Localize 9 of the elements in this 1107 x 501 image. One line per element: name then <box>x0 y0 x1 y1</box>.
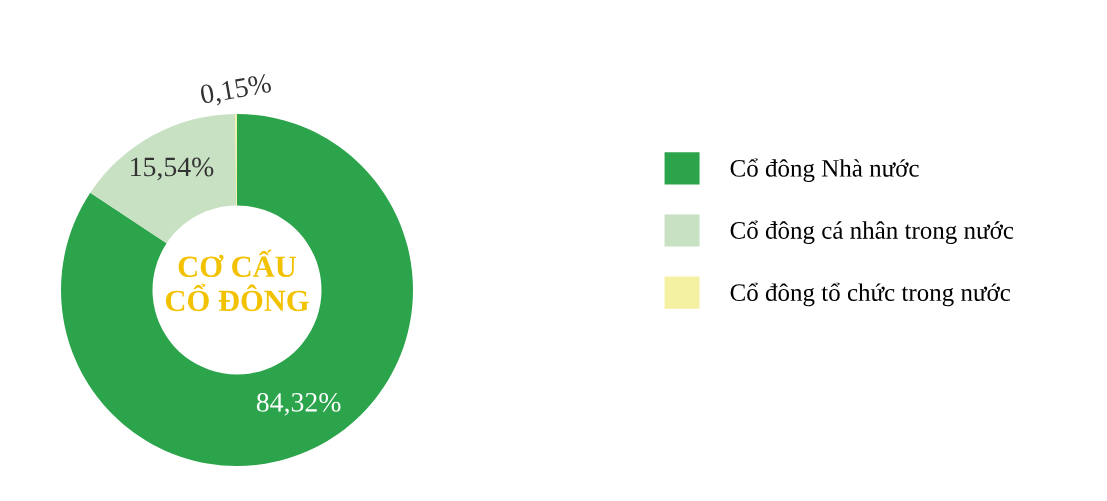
donut-slice <box>61 114 413 466</box>
text: CƠ CẤU CỔ ĐÔNG <box>165 249 309 312</box>
data-label: 84,32% <box>256 392 341 416</box>
legend-label: Cổ đông Nhà nước <box>730 158 919 182</box>
data-label: 0,15% <box>199 73 273 108</box>
legend-label: Cổ đông tổ chức trong nước <box>730 282 1011 307</box>
donut-slice <box>90 114 237 244</box>
data-label: 15,54% <box>131 157 214 181</box>
legend-label: Cổ đông cá nhân trong nước <box>730 220 1014 245</box>
